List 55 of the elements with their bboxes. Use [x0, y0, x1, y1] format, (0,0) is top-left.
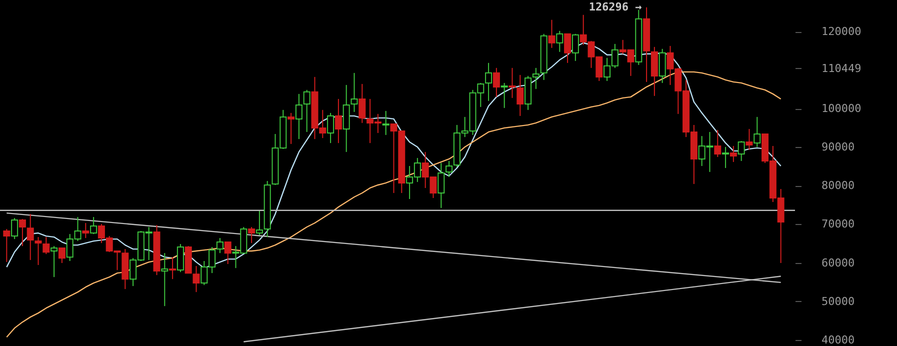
candlestick	[500, 82, 508, 108]
candlestick	[82, 222, 90, 239]
candlestick	[3, 228, 10, 263]
candlestick	[42, 236, 50, 255]
candlestick	[327, 112, 334, 144]
candlestick	[730, 145, 737, 162]
candlestick	[224, 242, 232, 265]
y-tick-label: 100000	[822, 102, 862, 116]
candlestick	[508, 67, 516, 98]
candlestick	[176, 244, 184, 273]
candlestick	[532, 67, 540, 90]
candlestick	[216, 238, 224, 254]
y-tick-label: 70000	[822, 218, 855, 231]
y-tick-label: 60000	[822, 256, 855, 270]
candlestick	[90, 216, 98, 235]
y-tick-label: 90000	[822, 140, 855, 154]
candlestick	[26, 213, 34, 260]
candlestick	[256, 210, 263, 236]
y-tick-label: 80000	[822, 179, 855, 192]
candlestick	[572, 33, 579, 62]
candlestick	[358, 83, 366, 124]
candlestick	[722, 146, 730, 168]
candlestick	[746, 128, 753, 150]
candlestick	[18, 218, 26, 247]
candlestick	[492, 67, 500, 98]
candlestick	[169, 256, 176, 280]
candlestick	[485, 62, 492, 102]
candlestick	[50, 246, 58, 278]
y-tick-label: 120000	[822, 25, 862, 38]
candlestick	[58, 248, 66, 264]
candlestick	[34, 236, 42, 266]
candlestick	[548, 19, 556, 48]
candlestick	[11, 218, 18, 240]
candlestick	[658, 48, 666, 84]
candlestick	[334, 98, 342, 144]
candlestick	[192, 266, 200, 293]
candlestick	[564, 33, 572, 64]
candlestick	[248, 226, 256, 244]
candlestick	[161, 252, 168, 307]
candlestick	[738, 140, 745, 162]
candlestick	[714, 129, 722, 158]
y-tick-label: 40000	[822, 333, 855, 346]
candlestick	[288, 112, 295, 144]
y-tick-label: 110449	[822, 62, 862, 75]
candlestick	[516, 74, 524, 116]
candlestick	[754, 116, 761, 148]
candlestick	[382, 110, 390, 136]
candlestick	[295, 93, 302, 140]
candlestick	[556, 30, 564, 52]
candlestick	[350, 72, 358, 112]
candlestick	[303, 89, 310, 132]
candlestick	[438, 162, 445, 208]
y-tick-label: 50000	[822, 294, 855, 308]
annotation: 126296 →	[588, 0, 642, 14]
candlestick	[446, 160, 453, 178]
